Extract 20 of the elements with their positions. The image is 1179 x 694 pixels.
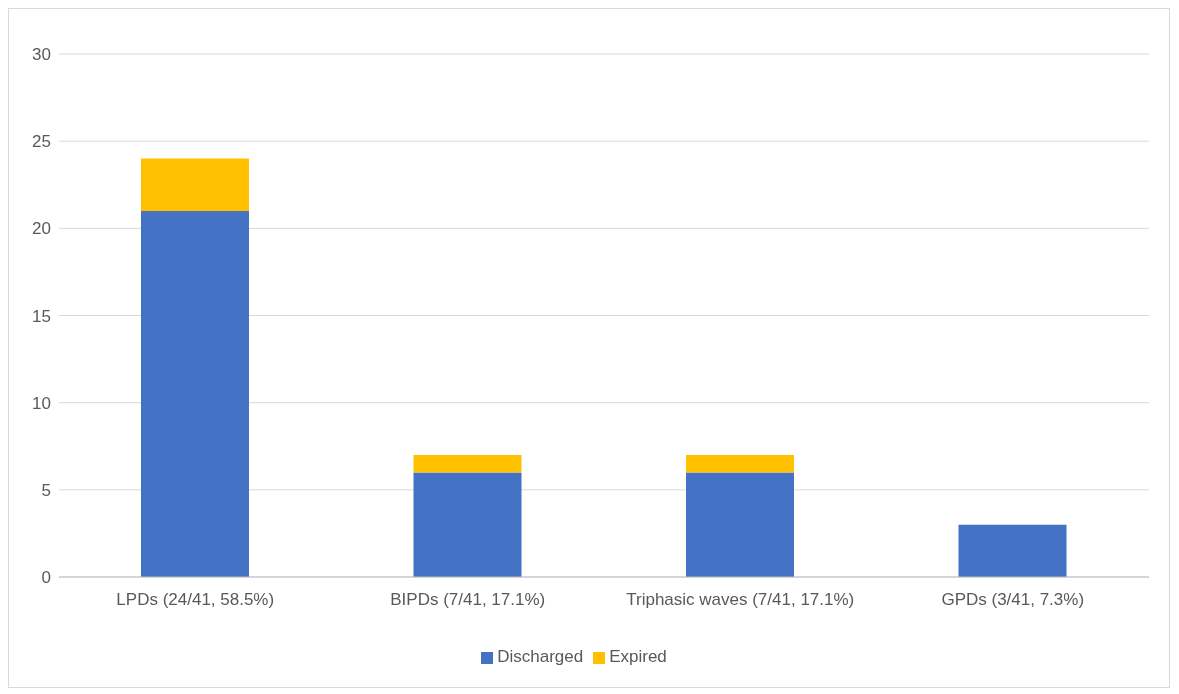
bar bbox=[686, 454, 794, 473]
y-tick-label: 25 bbox=[32, 132, 51, 152]
bar bbox=[141, 210, 249, 577]
legend-label: Discharged bbox=[497, 647, 584, 666]
y-tick-label: 15 bbox=[32, 306, 51, 326]
y-tick-label: 30 bbox=[32, 45, 51, 65]
bar bbox=[686, 472, 794, 577]
x-tick-label: LPDs (24/41, 58.5%) bbox=[116, 590, 275, 610]
bar bbox=[958, 524, 1067, 577]
y-tick-label: 10 bbox=[32, 393, 51, 413]
y-tick-label: 5 bbox=[41, 480, 51, 500]
x-tick-label: Triphasic waves (7/41, 17.1%) bbox=[626, 590, 855, 610]
x-tick-label: BIPDs (7/41, 17.1%) bbox=[390, 590, 546, 610]
legend-label: Expired bbox=[609, 647, 667, 666]
x-tick-label: GPDs (3/41, 7.3%) bbox=[941, 590, 1085, 610]
y-tick-label: 0 bbox=[41, 568, 51, 588]
bar bbox=[141, 158, 249, 211]
y-tick-label: 20 bbox=[32, 219, 51, 239]
bar bbox=[413, 454, 522, 473]
bar bbox=[413, 472, 522, 577]
